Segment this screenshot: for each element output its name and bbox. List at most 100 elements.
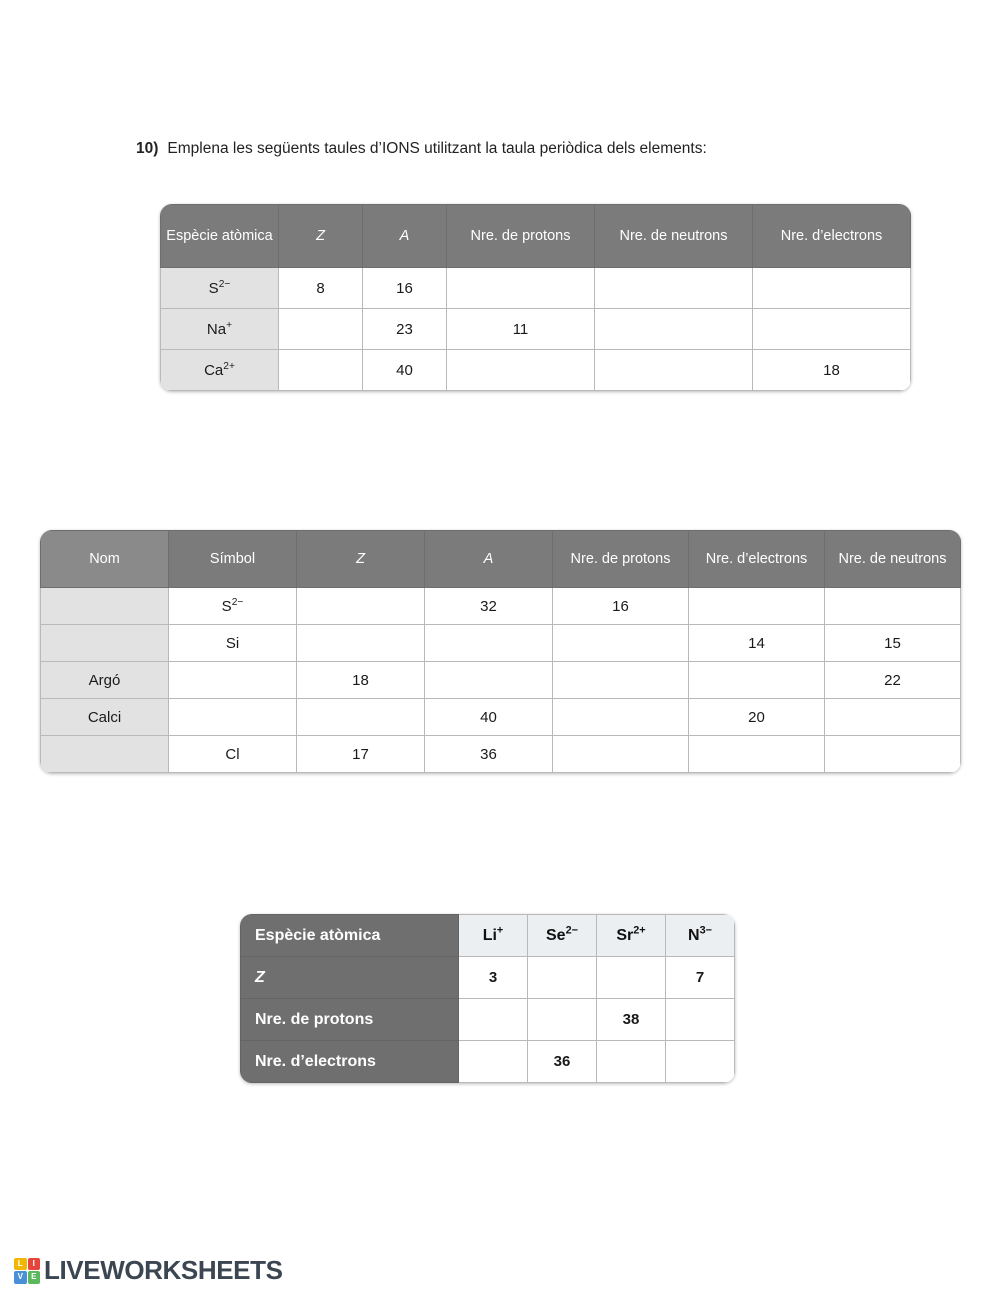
table1-r1-neutrons[interactable]	[594, 308, 753, 350]
liveworksheets-logo-icon: L I V E	[14, 1257, 40, 1284]
table2-r0-a[interactable]: 32	[424, 587, 553, 625]
table2-r0-electrons[interactable]	[688, 587, 825, 625]
table3-z-n[interactable]: 7	[665, 956, 735, 999]
table-row: Argó 18 22	[40, 661, 961, 699]
table3-col-sr: Sr2+	[596, 914, 666, 957]
species-symbol: Cl	[225, 745, 240, 763]
table2-r4-simbol[interactable]: Cl	[168, 735, 297, 773]
table-row: S2− 32 16	[40, 587, 961, 625]
table2-header-electrons: Nre. d’electrons	[688, 530, 825, 588]
table3-col-li: Li+	[458, 914, 528, 957]
table1-r2-protons[interactable]	[446, 349, 595, 391]
table2-r4-z[interactable]: 17	[296, 735, 425, 773]
table2-r3-z[interactable]	[296, 698, 425, 736]
species-charge: +	[226, 319, 233, 331]
table3-row-label-z: Z	[240, 956, 459, 999]
species-symbol: Ca	[204, 361, 224, 379]
table1-grid: Espècie atòmica Z A Nre. de protons Nre.…	[160, 204, 911, 391]
table1-r2-electrons[interactable]: 18	[752, 349, 911, 391]
liveworksheets-footer: L I V E LIVEWORKSHEETS	[14, 1255, 283, 1286]
species-symbol: N	[688, 926, 700, 944]
table1-row0-label: S2−	[160, 267, 279, 309]
table2-r4-a[interactable]: 36	[424, 735, 553, 773]
table2-r3-protons[interactable]	[552, 698, 689, 736]
table3-protons-li[interactable]	[458, 998, 528, 1041]
ions-table-1: Espècie atòmica Z A Nre. de protons Nre.…	[160, 204, 911, 391]
table3-grid: Espècie atòmica Li+ Se2− Sr2+ N3− Z 3 7 …	[240, 914, 735, 1083]
table2-r4-neutrons[interactable]	[824, 735, 961, 773]
table1-header-row: Espècie atòmica Z A Nre. de protons Nre.…	[160, 204, 911, 268]
table-row: Cl 17 36	[40, 735, 961, 773]
table2-header-nom: Nom	[40, 530, 169, 588]
table3-electrons-sr[interactable]	[596, 1040, 666, 1083]
table1-r1-z[interactable]	[278, 308, 363, 350]
table3-electrons-n[interactable]	[665, 1040, 735, 1083]
table2-r2-electrons[interactable]	[688, 661, 825, 699]
table3-row-label-electrons: Nre. d’electrons	[240, 1040, 459, 1083]
table2-r3-electrons[interactable]: 20	[688, 698, 825, 736]
table2-r2-nom[interactable]: Argó	[40, 661, 169, 699]
table1-header-electrons: Nre. d’electrons	[752, 204, 911, 268]
table2-r1-neutrons[interactable]: 15	[824, 624, 961, 662]
table1-r1-protons[interactable]: 11	[446, 308, 595, 350]
table2-header-z: Z	[296, 530, 425, 588]
table1-header-z: Z	[278, 204, 363, 268]
table2-r3-neutrons[interactable]	[824, 698, 961, 736]
table2-r1-nom[interactable]	[40, 624, 169, 662]
table1-r0-electrons[interactable]	[752, 267, 911, 309]
table2-r2-simbol[interactable]	[168, 661, 297, 699]
table2-r2-z[interactable]: 18	[296, 661, 425, 699]
table3-electrons-li[interactable]	[458, 1040, 528, 1083]
species-symbol: Sr	[616, 926, 634, 944]
table2-r0-neutrons[interactable]	[824, 587, 961, 625]
ions-table-3: Espècie atòmica Li+ Se2− Sr2+ N3− Z 3 7 …	[240, 914, 735, 1083]
table2-r1-simbol[interactable]: Si	[168, 624, 297, 662]
table2-r1-z[interactable]	[296, 624, 425, 662]
table2-r3-nom[interactable]: Calci	[40, 698, 169, 736]
table2-r2-protons[interactable]	[552, 661, 689, 699]
table1-r0-z[interactable]: 8	[278, 267, 363, 309]
table1-r2-neutrons[interactable]	[594, 349, 753, 391]
table2-r1-protons[interactable]	[552, 624, 689, 662]
table1-r1-electrons[interactable]	[752, 308, 911, 350]
table2-r0-protons[interactable]: 16	[552, 587, 689, 625]
table2-r1-electrons[interactable]: 14	[688, 624, 825, 662]
species-symbol: S	[221, 597, 232, 615]
table3-protons-sr[interactable]: 38	[596, 998, 666, 1041]
table-row: Nre. d’electrons 36	[240, 1040, 735, 1083]
species-charge: 3−	[699, 924, 712, 937]
table2-r3-a[interactable]: 40	[424, 698, 553, 736]
table2-r0-z[interactable]	[296, 587, 425, 625]
table1-r0-neutrons[interactable]	[594, 267, 753, 309]
table2-r4-protons[interactable]	[552, 735, 689, 773]
table3-row-label-protons: Nre. de protons	[240, 998, 459, 1041]
table1-r2-z[interactable]	[278, 349, 363, 391]
table2-r4-nom[interactable]	[40, 735, 169, 773]
table3-protons-se[interactable]	[527, 998, 597, 1041]
table1-r1-a[interactable]: 23	[362, 308, 447, 350]
table3-z-li[interactable]: 3	[458, 956, 528, 999]
table3-z-sr[interactable]	[596, 956, 666, 999]
table3-header-row: Espècie atòmica Li+ Se2− Sr2+ N3−	[240, 914, 735, 957]
species-symbol: Li	[482, 926, 497, 944]
table3-z-se[interactable]	[527, 956, 597, 999]
table1-r0-protons[interactable]	[446, 267, 595, 309]
table2-r2-neutrons[interactable]: 22	[824, 661, 961, 699]
table2-r0-simbol[interactable]: S2−	[168, 587, 297, 625]
liveworksheets-brand-text: LIVEWORKSHEETS	[44, 1255, 283, 1285]
table1-header-a: A	[362, 204, 447, 268]
table-row: Si 14 15	[40, 624, 961, 662]
table3-col-se: Se2−	[527, 914, 597, 957]
table1-r0-a[interactable]: 16	[362, 267, 447, 309]
table1-header-neutrons: Nre. de neutrons	[594, 204, 753, 268]
table2-r2-a[interactable]	[424, 661, 553, 699]
table2-r4-electrons[interactable]	[688, 735, 825, 773]
species-symbol: Na	[206, 320, 227, 338]
table3-protons-n[interactable]	[665, 998, 735, 1041]
table2-r3-simbol[interactable]	[168, 698, 297, 736]
table3-electrons-se[interactable]: 36	[527, 1040, 597, 1083]
table2-r0-nom[interactable]	[40, 587, 169, 625]
table-row: Z 3 7	[240, 956, 735, 999]
table1-r2-a[interactable]: 40	[362, 349, 447, 391]
table2-r1-a[interactable]	[424, 624, 553, 662]
